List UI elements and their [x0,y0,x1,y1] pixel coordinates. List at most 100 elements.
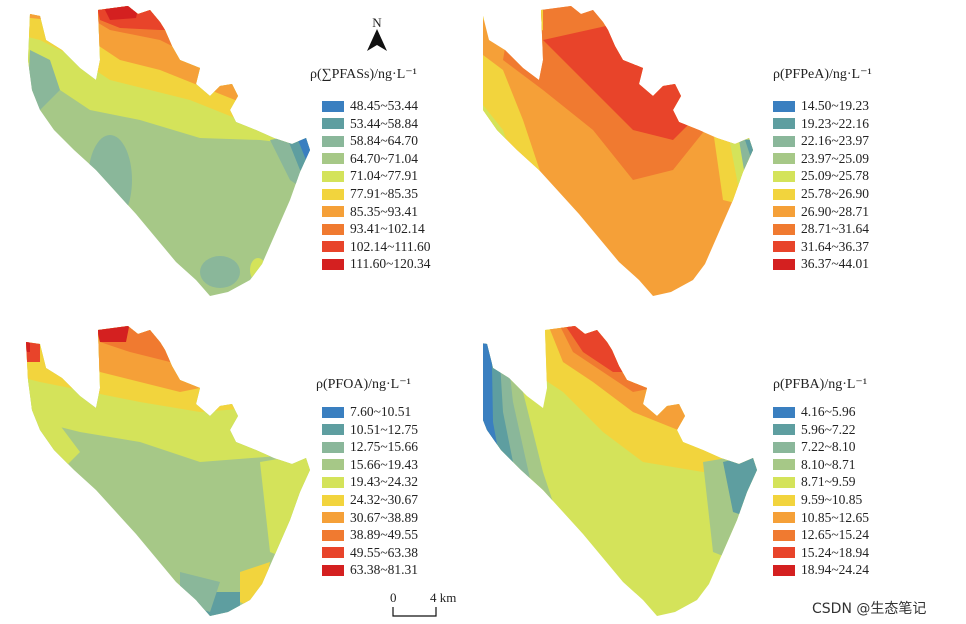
legend-item: 85.35~93.41 [322,204,418,220]
legend-swatch [322,100,344,112]
legend-swatch [322,241,344,253]
legend-item: 15.66~19.43 [322,457,418,473]
legend-swatch [322,564,344,576]
legend-item: 19.23~22.16 [773,116,869,132]
legend-label: 28.71~31.64 [801,221,870,237]
legend-label: 15.24~18.94 [801,544,870,560]
scale-bar: 0 4 km [388,590,468,618]
legend-label: 30.67~38.89 [350,509,419,525]
legend-item: 30.67~38.89 [322,510,418,526]
legend-swatch [773,424,795,436]
legend-label: 53.44~58.84 [350,115,419,131]
legend-label: 7.22~8.10 [801,439,856,455]
legend-swatch [773,258,795,270]
legend-label: 22.16~23.97 [801,133,870,149]
legend-swatch [773,188,795,200]
legend-swatch [322,206,344,218]
legend-label: 15.66~19.43 [350,456,419,472]
legend-swatch [773,564,795,576]
legend-item: 8.71~9.59 [773,474,856,490]
legend-item: 71.04~77.91 [322,168,418,184]
legend-item: 14.50~19.23 [773,98,869,114]
legend-item: 18.94~24.24 [773,562,869,578]
legend-swatch [322,512,344,524]
legend-label: 58.84~64.70 [350,133,419,149]
legend-title-sum: ρ(∑PFASs)/ng·L⁻¹ [310,67,417,82]
legend-swatch [773,512,795,524]
legend-item: 12.75~15.66 [322,439,418,455]
legend-item: 7.22~8.10 [773,439,856,455]
map-pfoa [26,326,310,616]
legend-swatch [773,135,795,147]
legend-swatch [773,241,795,253]
legend-swatch [322,476,344,488]
legend-item: 111.60~120.34 [322,256,431,272]
legend-swatch [773,529,795,541]
legend-swatch [773,153,795,165]
legend-label: 25.78~26.90 [801,186,870,201]
legend-item: 25.78~26.90 [773,186,869,202]
legend-item: 36.37~44.01 [773,256,869,272]
legend-item: 22.16~23.97 [773,133,869,149]
legend-item: 93.41~102.14 [322,221,425,237]
legend-swatch [322,494,344,506]
legend-label: 38.89~49.55 [350,527,419,543]
legend-swatch [322,118,344,130]
legend-label: 19.43~24.32 [350,474,419,490]
legend-item: 15.24~18.94 [773,545,869,561]
legend-item: 10.51~12.75 [322,422,418,438]
legend-item: 23.97~25.09 [773,151,869,167]
map-pfpea [483,6,753,296]
legend-label: 25.09~25.78 [801,168,870,184]
scale-distance-label: 4 km [430,590,457,605]
scale-bar-line [392,607,437,617]
legend-label: 102.14~111.60 [350,238,431,254]
legend-swatch [773,170,795,182]
legend-swatch [322,223,344,235]
legend-swatch [322,153,344,165]
legend-label: 12.75~15.66 [350,439,419,455]
legend-item: 19.43~24.32 [322,474,418,490]
legend-swatch [322,529,344,541]
map-sum [28,6,310,296]
legend-label: 4.16~5.96 [801,404,856,419]
legend-item: 58.84~64.70 [322,133,418,149]
legend-swatch [773,206,795,218]
legend-swatch [773,406,795,418]
legend-swatch [773,441,795,453]
legend-swatch [773,459,795,471]
north-arrow-icon [367,29,387,51]
legend-label: 48.45~53.44 [350,98,419,113]
legend-label: 111.60~120.34 [350,256,431,272]
legend-swatch [322,188,344,200]
legend-label: 36.37~44.01 [801,256,870,272]
legend-swatch [322,170,344,182]
legend-item: 5.96~7.22 [773,422,856,438]
legend-label: 49.55~63.38 [350,544,419,560]
north-arrow: N [367,16,387,56]
map-panel-pfoa: ρ(PFOA)/ng·L⁻¹ 7.60~10.51 10.51~12.75 12.7… [0,312,483,624]
legend-label: 19.23~22.16 [801,115,870,131]
legend-label: 26.90~28.71 [801,203,870,219]
legend-label: 14.50~19.23 [801,98,870,113]
legend-item: 53.44~58.84 [322,116,418,132]
legend-label: 63.38~81.31 [350,562,419,578]
legend-label: 8.71~9.59 [801,474,856,490]
legend-label: 8.10~8.71 [801,456,856,472]
legend-swatch [322,547,344,559]
legend-item: 102.14~111.60 [322,239,431,255]
legend-title-pfoa: ρ(PFOA)/ng·L⁻¹ [316,377,411,392]
legend-title-pfpea: ρ(PFPeA)/ng·L⁻¹ [773,67,872,82]
legend-item: 63.38~81.31 [322,562,418,578]
map-panel-pfba: ρ(PFBA)/ng·L⁻¹ 4.16~5.96 5.96~7.22 7.22~8.… [483,312,966,624]
legend-swatch [773,100,795,112]
legend-item: 9.59~10.85 [773,492,862,508]
legend-item: 48.45~53.44 [322,98,418,114]
legend-item: 8.10~8.71 [773,457,856,473]
legend-label: 10.85~12.65 [801,509,870,525]
north-label: N [372,15,382,30]
scale-zero-label: 0 [390,590,397,605]
legend-swatch [322,258,344,270]
legend-item: 31.64~36.37 [773,239,869,255]
map-panel-sum: ρ(∑PFASs)/ng·L⁻¹ 48.45~53.44 53.44~58.84 5… [0,0,483,312]
